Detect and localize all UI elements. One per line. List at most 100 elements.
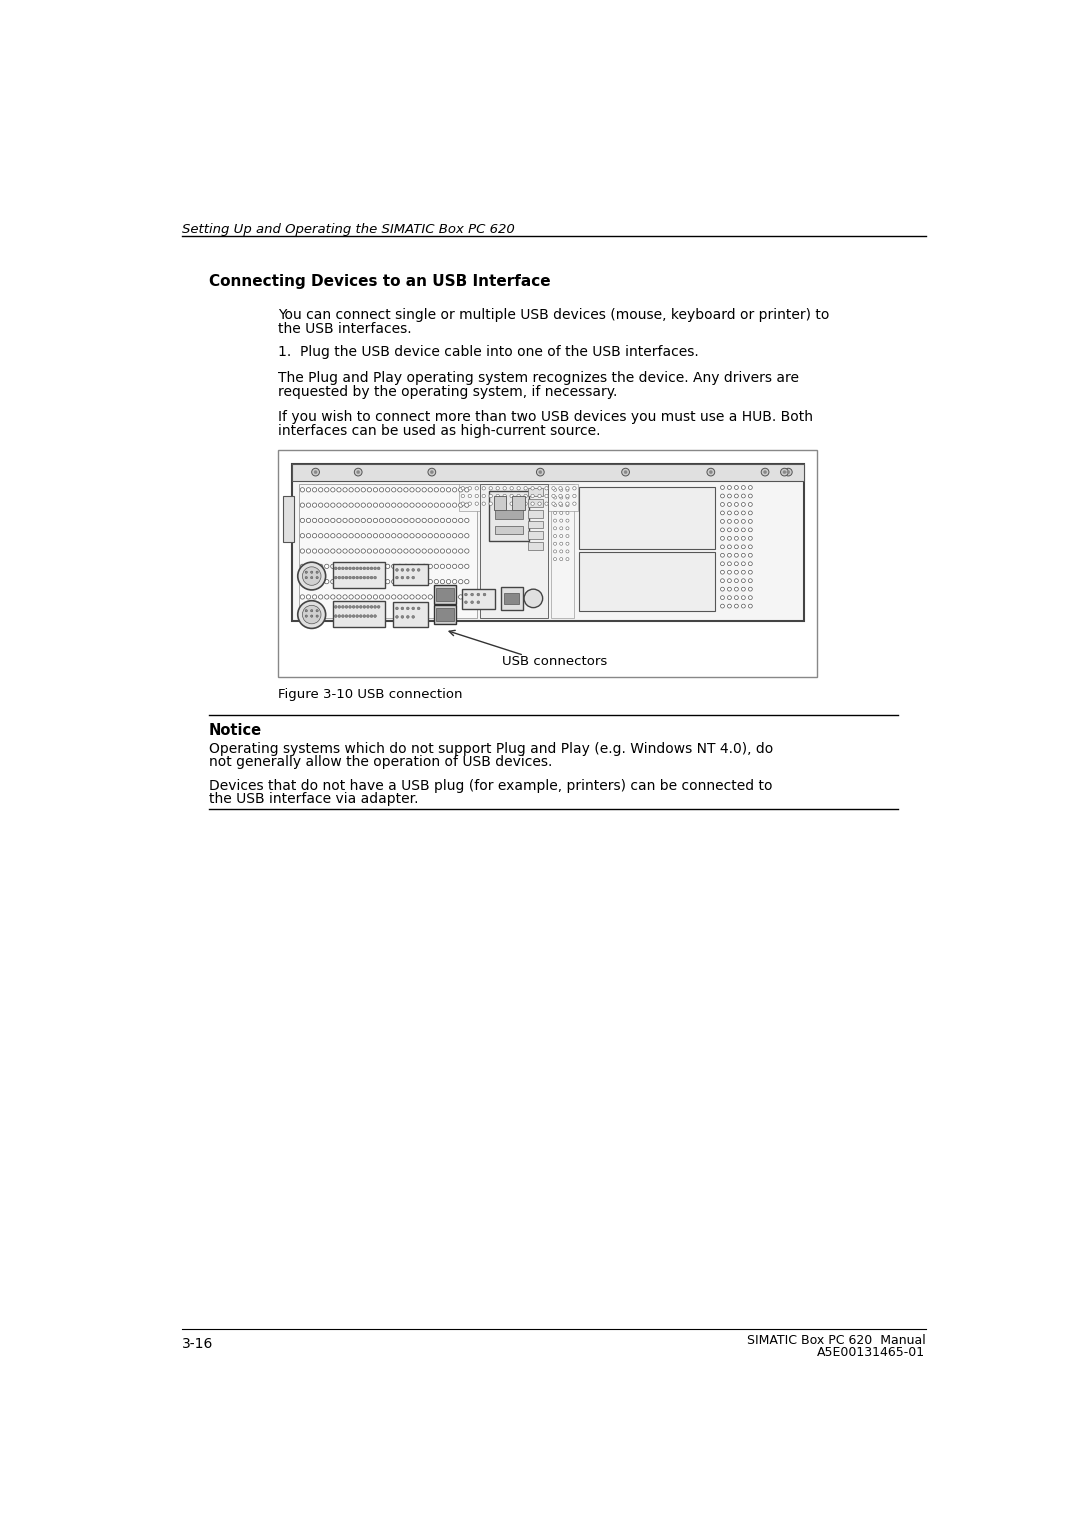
Circle shape [784, 468, 793, 475]
Circle shape [446, 533, 450, 538]
Circle shape [392, 533, 396, 538]
Circle shape [374, 594, 378, 599]
Circle shape [742, 579, 745, 582]
Circle shape [319, 518, 323, 523]
Circle shape [720, 486, 725, 489]
Circle shape [441, 594, 445, 599]
Circle shape [558, 503, 563, 506]
Circle shape [554, 535, 556, 538]
Circle shape [503, 503, 507, 506]
Circle shape [748, 579, 753, 582]
Circle shape [748, 536, 753, 541]
Bar [393, 564, 428, 585]
Circle shape [720, 520, 725, 523]
Bar [489, 492, 529, 541]
Circle shape [764, 471, 767, 474]
Circle shape [341, 576, 345, 579]
Circle shape [734, 503, 739, 506]
Circle shape [496, 503, 499, 506]
Circle shape [355, 518, 360, 523]
Circle shape [524, 486, 527, 490]
Circle shape [338, 576, 340, 579]
Circle shape [352, 567, 355, 570]
Circle shape [300, 549, 305, 553]
Circle shape [728, 579, 731, 582]
Text: not generally allow the operation of USB devices.: not generally allow the operation of USB… [208, 755, 552, 770]
Bar [293, 463, 804, 622]
Circle shape [566, 486, 569, 490]
Circle shape [312, 564, 316, 568]
Circle shape [710, 471, 713, 474]
Circle shape [559, 489, 563, 492]
Circle shape [538, 503, 541, 506]
Circle shape [559, 535, 563, 538]
Circle shape [325, 579, 329, 584]
Circle shape [406, 576, 409, 579]
Text: If you wish to connect more than two USB devices you must use a HUB. Both: If you wish to connect more than two USB… [279, 410, 813, 423]
Text: SIMATIC Box PC 620  Manual: SIMATIC Box PC 620 Manual [746, 1334, 926, 1346]
Circle shape [464, 487, 469, 492]
Circle shape [742, 587, 745, 591]
Circle shape [422, 533, 427, 538]
Circle shape [422, 518, 427, 523]
Circle shape [441, 549, 445, 553]
Circle shape [417, 568, 420, 571]
Circle shape [300, 564, 305, 568]
Circle shape [374, 605, 377, 608]
Circle shape [446, 549, 450, 553]
Circle shape [728, 536, 731, 541]
Circle shape [475, 486, 478, 490]
Circle shape [748, 510, 753, 515]
Circle shape [441, 533, 445, 538]
Circle shape [355, 576, 359, 579]
Circle shape [361, 579, 365, 584]
Circle shape [464, 503, 469, 507]
Circle shape [397, 549, 402, 553]
Circle shape [392, 487, 396, 492]
Circle shape [325, 594, 329, 599]
Circle shape [330, 549, 335, 553]
Circle shape [558, 486, 563, 490]
Circle shape [319, 549, 323, 553]
Circle shape [374, 533, 378, 538]
Circle shape [720, 545, 725, 549]
Circle shape [761, 468, 769, 475]
Circle shape [483, 593, 486, 596]
Circle shape [367, 594, 372, 599]
Circle shape [748, 529, 753, 532]
Circle shape [349, 518, 353, 523]
Circle shape [538, 486, 541, 490]
Circle shape [422, 594, 427, 599]
Circle shape [748, 486, 753, 489]
Circle shape [355, 487, 360, 492]
Bar [293, 463, 804, 481]
Circle shape [342, 518, 347, 523]
Circle shape [401, 576, 404, 579]
Circle shape [300, 579, 305, 584]
Circle shape [404, 518, 408, 523]
Circle shape [742, 545, 745, 549]
Circle shape [453, 549, 457, 553]
Circle shape [459, 579, 463, 584]
Circle shape [748, 604, 753, 608]
Circle shape [341, 614, 345, 617]
Circle shape [453, 564, 457, 568]
Circle shape [459, 533, 463, 538]
Circle shape [566, 497, 569, 500]
Circle shape [441, 579, 445, 584]
Circle shape [367, 487, 372, 492]
Circle shape [312, 549, 316, 553]
Circle shape [441, 487, 445, 492]
Circle shape [566, 542, 569, 545]
Circle shape [559, 542, 563, 545]
Circle shape [335, 576, 337, 579]
Circle shape [566, 558, 569, 561]
Circle shape [416, 594, 420, 599]
Bar [283, 497, 294, 542]
Bar [436, 608, 454, 620]
Text: USB connectors: USB connectors [502, 656, 608, 668]
Circle shape [524, 494, 527, 498]
Circle shape [404, 594, 408, 599]
Text: the USB interface via adapter.: the USB interface via adapter. [208, 793, 418, 807]
Circle shape [377, 567, 380, 570]
